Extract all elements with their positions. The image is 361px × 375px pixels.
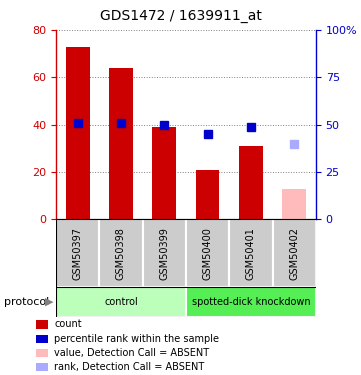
Text: protocol: protocol xyxy=(4,297,49,307)
Bar xyxy=(99,219,143,287)
Text: GSM50399: GSM50399 xyxy=(159,226,169,280)
Bar xyxy=(56,287,186,317)
Bar xyxy=(143,219,186,287)
Text: GSM50397: GSM50397 xyxy=(73,226,83,280)
Text: spotted-dick knockdown: spotted-dick knockdown xyxy=(192,297,310,307)
Text: count: count xyxy=(54,320,82,329)
Text: GSM50398: GSM50398 xyxy=(116,226,126,280)
Bar xyxy=(186,219,229,287)
Bar xyxy=(273,219,316,287)
Text: rank, Detection Call = ABSENT: rank, Detection Call = ABSENT xyxy=(54,362,204,372)
Text: GSM50402: GSM50402 xyxy=(289,226,299,280)
Text: value, Detection Call = ABSENT: value, Detection Call = ABSENT xyxy=(54,348,209,358)
Bar xyxy=(186,287,316,317)
Bar xyxy=(109,68,133,219)
Text: control: control xyxy=(104,297,138,307)
Text: ▶: ▶ xyxy=(45,297,54,307)
Bar xyxy=(56,219,99,287)
Text: GSM50400: GSM50400 xyxy=(203,226,213,280)
Bar xyxy=(152,127,176,219)
Bar xyxy=(196,170,219,219)
Text: GSM50401: GSM50401 xyxy=(246,226,256,280)
Text: GDS1472 / 1639911_at: GDS1472 / 1639911_at xyxy=(100,9,261,23)
Bar xyxy=(229,219,273,287)
Text: percentile rank within the sample: percentile rank within the sample xyxy=(54,334,219,344)
Bar xyxy=(66,46,90,219)
Bar xyxy=(239,146,263,219)
Bar xyxy=(282,189,306,219)
